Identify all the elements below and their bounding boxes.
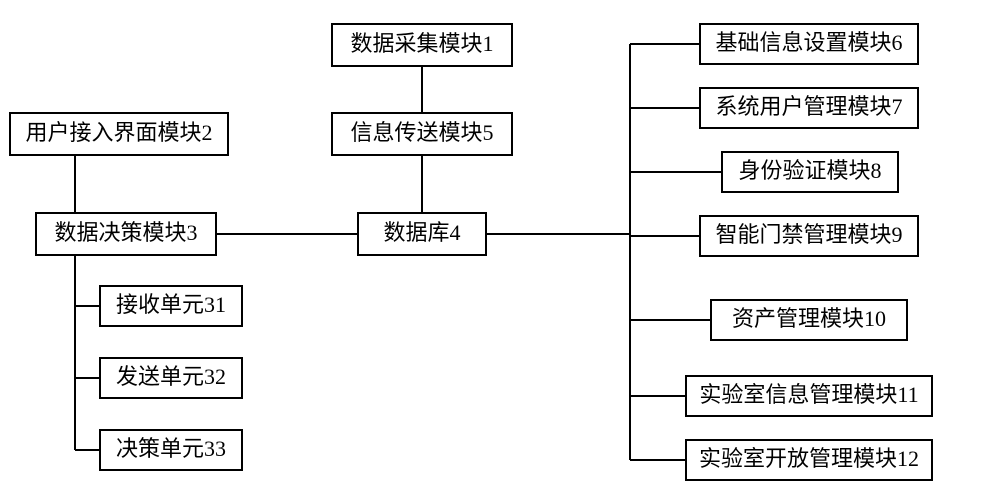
node-n12: 实验室开放管理模块12 <box>686 440 932 480</box>
node-n32: 发送单元32 <box>100 358 242 398</box>
node-n12-label: 实验室开放管理模块12 <box>699 446 919 471</box>
node-n4: 数据库4 <box>358 213 486 255</box>
node-n33: 决策单元33 <box>100 430 242 470</box>
node-n3: 数据决策模块3 <box>36 213 216 255</box>
node-n2: 用户接入界面模块2 <box>10 113 228 155</box>
node-n10-label: 资产管理模块10 <box>732 306 886 331</box>
node-n3-label: 数据决策模块3 <box>54 220 197 245</box>
node-n1: 数据采集模块1 <box>332 24 512 66</box>
node-n8-label: 身份验证模块8 <box>738 158 881 183</box>
node-n11-label: 实验室信息管理模块11 <box>699 382 918 407</box>
node-n5-label: 信息传送模块5 <box>350 120 493 145</box>
node-n9-label: 智能门禁管理模块9 <box>715 222 902 247</box>
node-n11: 实验室信息管理模块11 <box>686 376 932 416</box>
node-n33-label: 决策单元33 <box>116 436 226 461</box>
node-n9: 智能门禁管理模块9 <box>700 216 918 256</box>
node-n4-label: 数据库4 <box>383 220 460 245</box>
node-n7-label: 系统用户管理模块7 <box>715 94 902 119</box>
node-n32-label: 发送单元32 <box>116 364 226 389</box>
edge-n3-children <box>75 255 100 450</box>
node-n1-label: 数据采集模块1 <box>350 31 493 56</box>
node-n2-label: 用户接入界面模块2 <box>25 120 212 145</box>
node-n31: 接收单元31 <box>100 286 242 326</box>
node-n10: 资产管理模块10 <box>711 300 907 340</box>
node-n7: 系统用户管理模块7 <box>700 88 918 128</box>
node-n8: 身份验证模块8 <box>722 152 898 192</box>
system-architecture-diagram: 数据采集模块1 信息传送模块5 数据库4 用户接入界面模块2 数据决策模块3 接… <box>0 0 1000 501</box>
node-n5: 信息传送模块5 <box>332 113 512 155</box>
node-n6: 基础信息设置模块6 <box>700 24 918 64</box>
node-n6-label: 基础信息设置模块6 <box>715 30 902 55</box>
node-n31-label: 接收单元31 <box>116 292 226 317</box>
